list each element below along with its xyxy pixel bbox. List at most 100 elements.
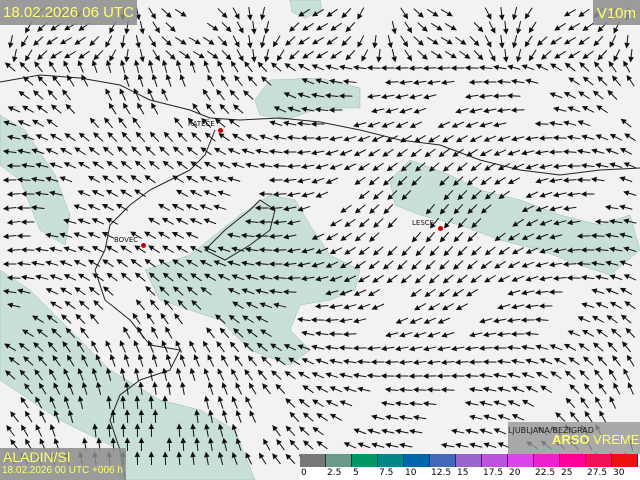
wind-arrow-head — [623, 218, 630, 224]
wind-arrow-head — [35, 134, 42, 140]
wind-arrow-head — [490, 55, 496, 62]
wind-arrow-head — [609, 134, 617, 140]
wind-arrow-head — [6, 247, 13, 253]
wind-arrow-head — [384, 79, 391, 86]
wind-arrow-head — [242, 315, 249, 321]
wind-arrow-head — [605, 260, 612, 266]
wind-arrow-head — [300, 163, 307, 170]
wind-arrow-head — [450, 373, 457, 379]
wind-arrow-head — [154, 27, 160, 34]
wind-arrow-head — [17, 120, 24, 126]
wind-arrow-head — [20, 247, 27, 253]
wind-arrow-head — [591, 288, 598, 294]
wind-arrow-head — [262, 383, 268, 390]
wind-arrow-head — [428, 137, 435, 143]
wind-arrow-head — [494, 179, 501, 185]
wind-arrow-head — [189, 367, 196, 374]
wind-arrow-head — [302, 25, 309, 31]
wind-arrow-head — [506, 317, 513, 324]
wind-arrow-head — [510, 78, 517, 85]
wind-arrow-head — [234, 13, 240, 20]
wind-arrow-head — [6, 163, 13, 169]
wind-arrow-head — [234, 41, 240, 48]
wind-arrow-head — [194, 39, 201, 45]
wind-arrow-head — [189, 246, 197, 252]
wind-arrow-head — [257, 369, 264, 376]
wind-arrow-head — [566, 163, 573, 169]
wind-arrow-head — [345, 54, 352, 61]
legend-label: 7.5 — [379, 468, 394, 478]
wind-arrow-head — [106, 395, 112, 402]
wind-arrow-head — [147, 217, 155, 223]
legend-swatch — [456, 454, 482, 467]
wind-arrow-head — [245, 274, 252, 280]
wind-arrow-head — [399, 332, 406, 338]
wind-arrow-head — [457, 222, 464, 229]
wind-arrow-head — [119, 59, 126, 66]
wind-arrow-head — [311, 39, 319, 45]
wind-arrow-head — [115, 203, 123, 209]
wind-arrow-head — [248, 382, 255, 389]
wind-arrow-head — [414, 165, 422, 172]
wind-arrow-head — [311, 372, 318, 378]
wind-arrow-head — [257, 61, 264, 68]
wind-arrow-head — [497, 136, 504, 142]
wind-arrow-head — [119, 340, 125, 347]
wind-arrow-head — [582, 76, 589, 83]
wind-arrow-head — [352, 372, 359, 379]
wind-arrow-head — [484, 277, 491, 283]
wind-arrow-head — [357, 13, 363, 20]
wind-arrow-head — [563, 343, 571, 350]
wind-arrow-head — [117, 146, 124, 153]
wind-arrow-head — [190, 451, 196, 458]
wind-arrow-head — [123, 326, 129, 333]
wind-arrow-head — [506, 344, 513, 351]
wind-arrow-head — [627, 382, 633, 389]
wind-arrow-head — [134, 59, 140, 66]
wind-arrow-head — [137, 102, 143, 109]
wind-arrow-head — [371, 304, 378, 310]
wind-arrow-head — [272, 453, 278, 460]
wind-arrow-head — [39, 410, 45, 417]
wind-arrow-head — [604, 204, 611, 211]
wind-arrow-head — [341, 12, 348, 19]
wind-arrow-head — [380, 65, 387, 71]
wind-arrow-head — [340, 235, 347, 241]
wind-arrow-head — [338, 64, 346, 71]
wind-arrow-head — [34, 369, 40, 376]
wind-arrow-head — [581, 302, 588, 308]
wind-arrow-head — [133, 340, 139, 347]
wind-arrow-head — [91, 190, 98, 196]
wind-arrow-head — [343, 136, 350, 142]
wind-arrow-head — [395, 93, 402, 100]
green-zone — [144, 194, 361, 366]
legend-swatch — [352, 454, 378, 467]
wind-arrow-head — [528, 26, 535, 34]
wind-arrow-head — [238, 55, 244, 62]
wind-arrow-head — [227, 148, 234, 154]
wind-arrow-head — [213, 204, 220, 210]
wind-arrow-head — [452, 151, 459, 157]
wind-arrow-head — [366, 372, 373, 379]
wind-arrow-head — [151, 73, 158, 81]
wind-arrow-head — [579, 369, 586, 376]
wind-arrow-head — [32, 315, 39, 321]
wind-arrow-head — [413, 108, 420, 114]
legend-label: 10 — [405, 468, 417, 478]
legend-label: 2.5 — [327, 468, 342, 478]
wind-arrow-head — [566, 219, 573, 226]
wind-arrow-head — [312, 399, 319, 405]
wind-arrow-head — [298, 39, 305, 45]
wind-arrow-head — [424, 291, 431, 297]
wind-arrow-head — [217, 395, 224, 402]
wind-arrow-head — [60, 287, 67, 293]
wind-arrow-head — [486, 41, 492, 48]
wind-arrow-head — [597, 26, 604, 33]
wind-arrow-head — [460, 39, 467, 45]
wind-arrow-head — [148, 367, 154, 374]
wind-arrow-head — [276, 439, 282, 446]
wind-arrow-head — [49, 246, 56, 253]
wind-arrow-head — [33, 39, 40, 46]
wind-arrow-head — [358, 249, 365, 256]
